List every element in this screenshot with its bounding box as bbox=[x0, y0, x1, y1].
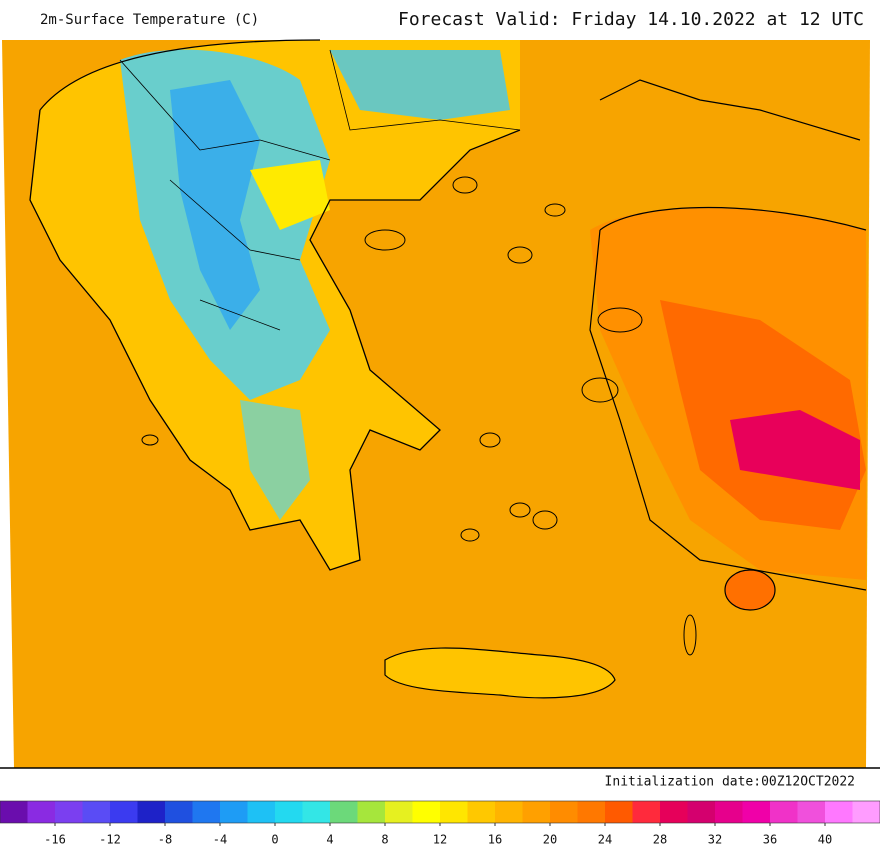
colorbar-swatch bbox=[83, 801, 111, 823]
colorbar-tick-label: -8 bbox=[158, 833, 172, 847]
colorbar-tick-label: -12 bbox=[99, 833, 121, 847]
colorbar-swatch bbox=[110, 801, 138, 823]
colorbar-swatch bbox=[138, 801, 166, 823]
colorbar-swatch bbox=[770, 801, 798, 823]
colorbar-swatch bbox=[193, 801, 221, 823]
colorbar-tick-label: 16 bbox=[488, 833, 502, 847]
colorbar-swatch bbox=[853, 801, 880, 823]
colorbar-swatch bbox=[550, 801, 578, 823]
colorbar-swatch bbox=[28, 801, 56, 823]
colorbar-tick-label: 36 bbox=[763, 833, 777, 847]
initialization-date: Initialization date:00Z12OCT2022 bbox=[605, 775, 855, 790]
forecast-valid: Forecast Valid: Friday 14.10.2022 at 12 … bbox=[398, 9, 864, 30]
colorbar-swatch bbox=[303, 801, 331, 823]
colorbar-swatch bbox=[220, 801, 248, 823]
colorbar-tick-label: 24 bbox=[598, 833, 612, 847]
colorbar-tick-label: 4 bbox=[326, 833, 333, 847]
colorbar-swatch bbox=[440, 801, 468, 823]
colorbar-swatch bbox=[165, 801, 193, 823]
colorbar-swatch bbox=[468, 801, 496, 823]
colorbar-swatch bbox=[605, 801, 633, 823]
colorbar-swatch bbox=[523, 801, 551, 823]
colorbar-swatch bbox=[633, 801, 661, 823]
colorbar-swatch bbox=[578, 801, 606, 823]
colorbar-tick-label: 40 bbox=[818, 833, 832, 847]
colorbar-tick-label: -16 bbox=[44, 833, 66, 847]
colorbar-tick-label: 0 bbox=[271, 833, 278, 847]
colorbar-tick-label: -4 bbox=[213, 833, 227, 847]
colorbar-swatch bbox=[495, 801, 523, 823]
colorbar-swatch bbox=[743, 801, 771, 823]
colorbar-swatch bbox=[825, 801, 853, 823]
colorbar-swatch bbox=[248, 801, 276, 823]
colorbar-swatch bbox=[385, 801, 413, 823]
map bbox=[0, 40, 880, 768]
colorbar-tick-label: 12 bbox=[433, 833, 447, 847]
colorbar-swatch bbox=[715, 801, 743, 823]
colorbar-tick-label: 32 bbox=[708, 833, 722, 847]
colorbar-swatch bbox=[358, 801, 386, 823]
colorbar-swatch bbox=[0, 801, 28, 823]
colorbar-swatch bbox=[330, 801, 358, 823]
colorbar-swatch bbox=[275, 801, 303, 823]
colorbar-swatch bbox=[55, 801, 83, 823]
map-title: 2m-Surface Temperature (C) bbox=[40, 12, 259, 28]
colorbar-swatch bbox=[798, 801, 826, 823]
rhodes bbox=[725, 570, 775, 610]
colorbar-swatch bbox=[688, 801, 716, 823]
colorbar-swatch bbox=[413, 801, 441, 823]
colorbar-tick-label: 28 bbox=[653, 833, 667, 847]
colorbar-tick-label: 8 bbox=[381, 833, 388, 847]
colorbar-swatch bbox=[660, 801, 688, 823]
colorbar-tick-label: 20 bbox=[543, 833, 557, 847]
